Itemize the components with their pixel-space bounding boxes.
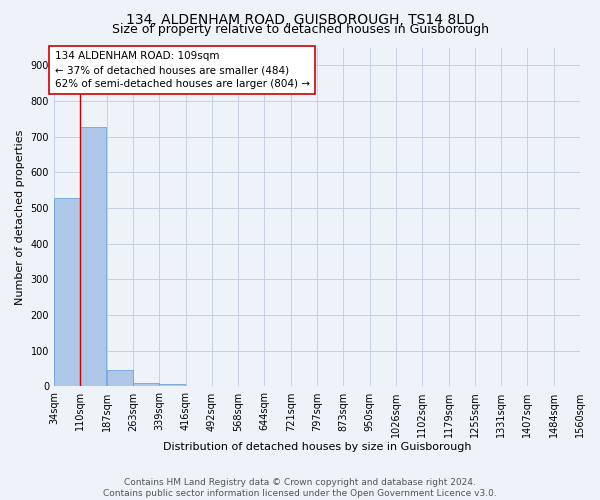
Text: Size of property relative to detached houses in Guisborough: Size of property relative to detached ho… [112,22,488,36]
X-axis label: Distribution of detached houses by size in Guisborough: Distribution of detached houses by size … [163,442,471,452]
Text: 134 ALDENHAM ROAD: 109sqm
← 37% of detached houses are smaller (484)
62% of semi: 134 ALDENHAM ROAD: 109sqm ← 37% of detac… [55,51,310,89]
Bar [107,370,133,386]
Bar [133,382,159,386]
Bar [159,384,185,386]
Bar [54,198,80,386]
Text: Contains HM Land Registry data © Crown copyright and database right 2024.
Contai: Contains HM Land Registry data © Crown c… [103,478,497,498]
Y-axis label: Number of detached properties: Number of detached properties [15,130,25,304]
Text: 134, ALDENHAM ROAD, GUISBOROUGH, TS14 8LD: 134, ALDENHAM ROAD, GUISBOROUGH, TS14 8L… [125,12,475,26]
Bar [80,127,106,386]
